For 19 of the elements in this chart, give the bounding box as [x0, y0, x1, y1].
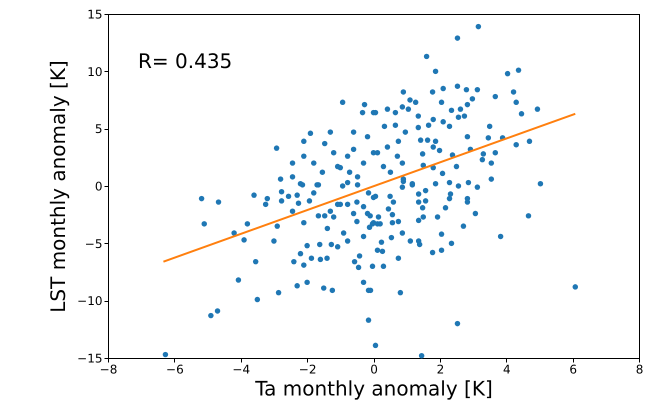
- x-tick-label: 2: [436, 362, 444, 376]
- y-tick-label: 15: [87, 8, 102, 22]
- y-tick-label: −10: [77, 294, 102, 308]
- y-tick-label: 5: [94, 122, 102, 136]
- x-tick-label: 6: [569, 362, 577, 376]
- x-tick-label: −4: [232, 362, 250, 376]
- annotation: R= 0.435: [138, 49, 232, 73]
- y-axis-title: LST monthly anomaly [K]: [46, 60, 70, 313]
- x-tick-label: −6: [166, 362, 184, 376]
- x-tick-label: −2: [298, 362, 316, 376]
- x-tick-label: 0: [370, 362, 378, 376]
- x-tick-label: −8: [100, 362, 118, 376]
- x-tick-label: 8: [636, 362, 644, 376]
- y-tick-label: 10: [87, 64, 102, 79]
- y-tick-label: −15: [77, 352, 102, 366]
- y-tick-label: −5: [84, 236, 102, 251]
- y-tick-label: 0: [94, 180, 102, 194]
- x-tick-label: 4: [502, 362, 511, 376]
- x-axis-title: Ta monthly anomaly [K]: [254, 376, 493, 400]
